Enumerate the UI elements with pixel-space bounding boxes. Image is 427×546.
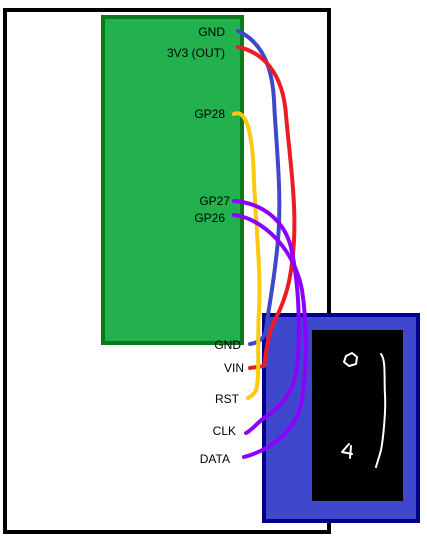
pin-label-rst: RST [215, 392, 240, 406]
wires [232, 29, 308, 459]
wire-gp26-data [232, 213, 308, 459]
wire-gp28-rst [232, 111, 262, 400]
wire-3v3-vin [236, 45, 297, 370]
pin-label-clk: CLK [213, 424, 236, 438]
wire-gp27-clk [232, 199, 301, 435]
screen-bracket [375, 353, 387, 468]
pin-label-gnd-top: GND [198, 25, 225, 39]
screen-readout [341, 352, 387, 468]
pin-label-gnd-display: GND [214, 338, 241, 352]
pin-label-gp27: GP27 [199, 194, 230, 208]
pin-label-gp26: GP26 [194, 211, 225, 225]
pin-label-gp28: GP28 [194, 107, 225, 121]
pin-label-3v3-out: 3V3 (OUT) [167, 46, 225, 60]
display-screen [312, 330, 403, 501]
pin-label-data: DATA [200, 452, 230, 466]
screen-glyph-bottom [341, 443, 353, 459]
wire-gnd [236, 29, 282, 346]
microcontroller-board [101, 15, 244, 345]
pin-label-vin: VIN [224, 361, 244, 375]
screen-glyph-top [343, 352, 358, 367]
